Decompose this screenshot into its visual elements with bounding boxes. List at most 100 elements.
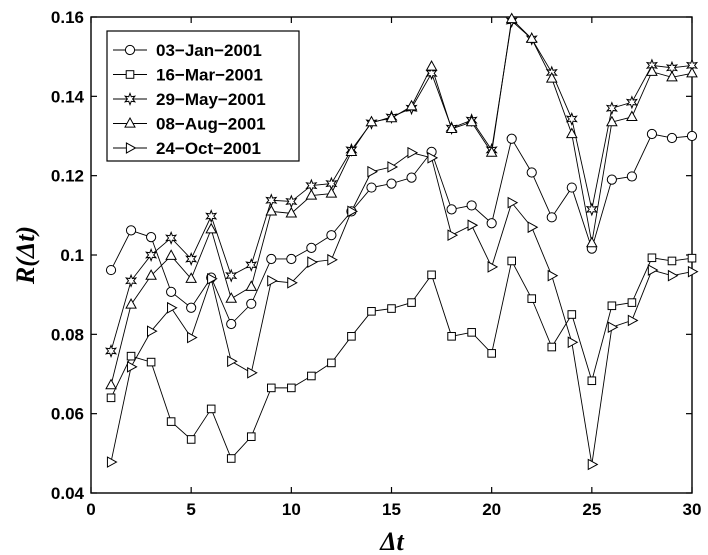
- data-point: [666, 132, 678, 144]
- data-point: [667, 269, 679, 282]
- data-point: [565, 127, 578, 139]
- data-point: [467, 219, 479, 232]
- data-point: [626, 110, 638, 122]
- data-point: [507, 256, 516, 266]
- data-point: [527, 294, 537, 303]
- data-point: [165, 249, 177, 260]
- x-tick-label: 0: [86, 500, 95, 519]
- legend-label: 03−Jan−2001: [156, 41, 262, 60]
- y-tick-label: 0.08: [51, 325, 84, 344]
- data-point: [547, 269, 559, 282]
- data-point: [405, 99, 418, 111]
- data-point: [226, 318, 237, 330]
- legend-marker: [125, 70, 135, 79]
- data-point: [225, 268, 238, 283]
- data-point: [585, 236, 598, 248]
- data-point: [185, 272, 198, 283]
- data-point: [446, 204, 457, 215]
- data-point: [307, 371, 316, 381]
- data-point: [527, 221, 539, 234]
- data-point: [606, 174, 617, 185]
- data-point: [427, 270, 436, 280]
- data-point: [625, 95, 638, 110]
- data-point: [285, 206, 298, 218]
- data-point: [306, 242, 317, 253]
- data-point: [506, 133, 517, 144]
- data-point: [227, 355, 238, 368]
- data-point: [585, 202, 598, 217]
- data-point: [627, 314, 639, 327]
- series-line-4: [110, 18, 693, 386]
- data-point: [686, 66, 698, 78]
- series-lines: [110, 18, 693, 465]
- data-point: [246, 432, 256, 441]
- data-point: [186, 302, 197, 313]
- data-point: [166, 417, 176, 426]
- legend-box: [106, 30, 300, 162]
- x-tick-label: 15: [382, 500, 401, 519]
- x-tick-label: 30: [683, 500, 702, 519]
- legend-marker: [124, 44, 136, 56]
- legend-marker: [125, 142, 137, 154]
- data-point: [286, 253, 297, 265]
- data-point: [206, 404, 216, 414]
- series-markers: [104, 12, 699, 471]
- data-point: [385, 111, 398, 123]
- legend: 03−Jan−2001 16−Mar−2001 29−May−2001 08−Aug−…: [106, 30, 300, 162]
- data-point: [387, 161, 399, 173]
- data-point: [327, 358, 336, 368]
- data-point: [246, 298, 257, 309]
- data-point: [467, 328, 476, 337]
- data-point: [247, 366, 258, 379]
- data-point: [266, 253, 277, 265]
- data-point: [345, 145, 358, 156]
- data-point: [427, 151, 439, 164]
- data-point: [567, 310, 577, 319]
- data-point: [265, 204, 278, 216]
- data-point: [565, 111, 578, 126]
- data-point: [205, 222, 218, 234]
- data-point: [525, 32, 538, 43]
- data-point: [487, 261, 499, 273]
- data-point: [386, 178, 397, 189]
- data-point: [205, 209, 218, 224]
- legend-label: 24−Oct−2001: [156, 139, 261, 158]
- data-point: [587, 458, 599, 471]
- data-point: [225, 292, 238, 303]
- data-point: [105, 264, 117, 276]
- data-point: [165, 230, 178, 245]
- data-point: [367, 165, 379, 178]
- data-point: [125, 298, 137, 309]
- data-point: [487, 349, 496, 358]
- data-point: [167, 301, 178, 314]
- data-point: [126, 361, 138, 373]
- data-point: [186, 435, 196, 444]
- legend-label: 16−Mar−2001: [156, 66, 263, 85]
- data-point: [407, 298, 416, 307]
- data-point: [627, 298, 637, 307]
- data-point: [207, 272, 218, 285]
- data-point: [526, 167, 537, 178]
- data-point: [267, 274, 278, 287]
- data-point: [566, 182, 577, 193]
- data-point: [347, 332, 356, 341]
- data-point: [326, 230, 337, 241]
- data-point: [226, 454, 236, 463]
- data-point: [466, 200, 477, 211]
- data-point: [145, 248, 158, 262]
- data-point: [366, 182, 377, 193]
- data-point: [387, 304, 396, 313]
- x-tick-label: 10: [282, 500, 301, 519]
- data-point: [406, 172, 417, 183]
- data-point: [146, 232, 157, 243]
- y-tick-label: 0.1: [60, 246, 84, 265]
- data-point: [307, 256, 318, 268]
- legend-marker: [123, 92, 137, 106]
- data-point: [125, 225, 137, 236]
- data-point: [425, 60, 438, 71]
- data-point: [347, 205, 358, 218]
- data-point: [147, 325, 158, 338]
- data-point: [106, 456, 118, 468]
- data-point: [126, 351, 136, 361]
